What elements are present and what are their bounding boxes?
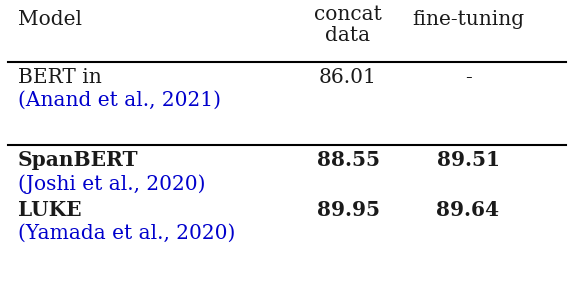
Text: LUKE: LUKE — [18, 200, 82, 220]
Text: 89.51: 89.51 — [436, 150, 499, 170]
Text: (Yamada et al., 2020): (Yamada et al., 2020) — [18, 224, 235, 243]
Text: fine-tuning: fine-tuning — [412, 10, 524, 29]
Text: 89.64: 89.64 — [436, 200, 499, 220]
Text: 86.01: 86.01 — [319, 68, 377, 87]
Text: -: - — [464, 68, 471, 87]
Text: BERT in: BERT in — [18, 68, 102, 87]
Text: SpanBERT: SpanBERT — [18, 150, 139, 170]
Text: 89.95: 89.95 — [316, 200, 379, 220]
Text: concat: concat — [314, 5, 382, 24]
Text: data: data — [325, 26, 371, 45]
Text: 88.55: 88.55 — [316, 150, 379, 170]
Text: (Anand et al., 2021): (Anand et al., 2021) — [18, 91, 221, 110]
Text: Model: Model — [18, 10, 82, 29]
Text: (Joshi et al., 2020): (Joshi et al., 2020) — [18, 174, 205, 194]
